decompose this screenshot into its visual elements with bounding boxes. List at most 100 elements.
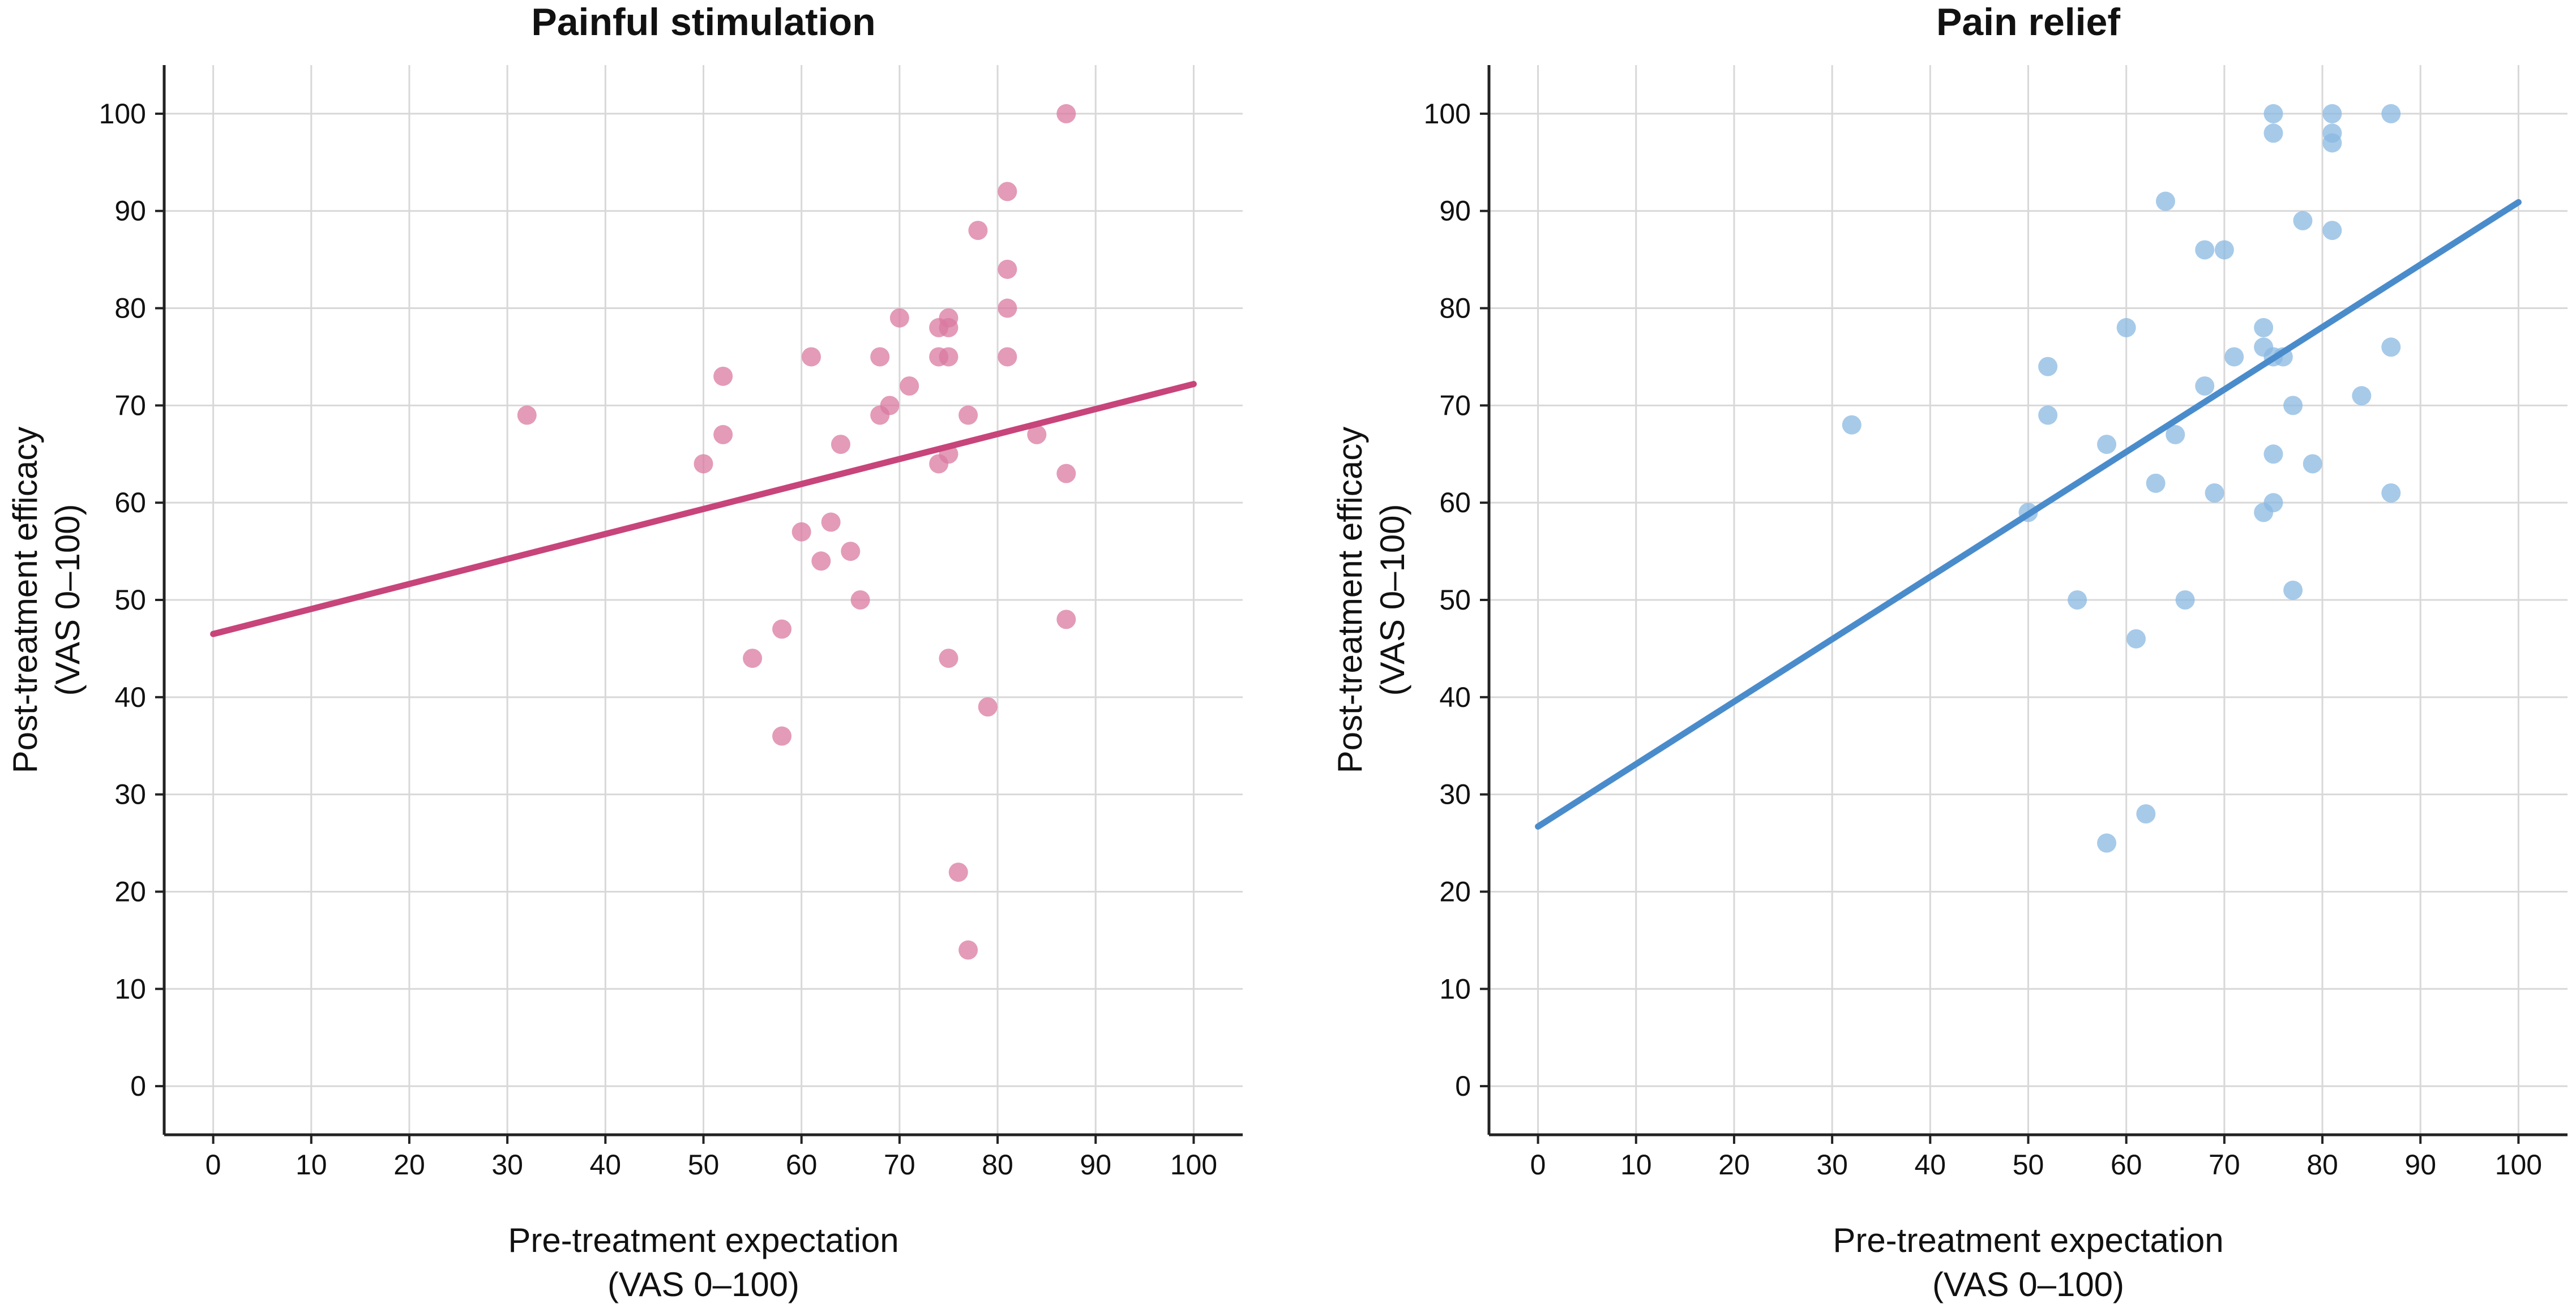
chart1-x-axis-label: Pre-treatment expectation xyxy=(508,1221,898,1259)
chart2-x-tick-label: 30 xyxy=(1816,1149,1848,1181)
chart2-data-point xyxy=(2254,318,2274,337)
chart1-y-tick-label: 0 xyxy=(130,1070,146,1102)
chart1-x-tick-label: 10 xyxy=(296,1149,327,1181)
chart2-y-tick-label: 90 xyxy=(1439,195,1471,227)
chart2-data-point xyxy=(2038,357,2058,376)
chart2-y-tick-label: 20 xyxy=(1439,876,1471,907)
chart1-data-point xyxy=(517,405,537,425)
chart1-data-point xyxy=(802,347,821,367)
chart2-regression-line xyxy=(1535,199,2522,830)
chart2-panel: 0 10 20 30 40 50 60 70 80 90 100 0 10 20 30 40 50 60 70 80 9… xyxy=(1331,1,2568,1303)
chart1-data-point xyxy=(841,542,861,561)
chart1-data-point xyxy=(968,221,988,241)
chart2-x-tick-label: 80 xyxy=(2307,1149,2338,1181)
chart1-x-tick-label: 60 xyxy=(786,1149,818,1181)
chart1-y-tick-label: 70 xyxy=(114,389,146,421)
chart1-data-point xyxy=(958,405,978,425)
chart2-x-tick-label: 20 xyxy=(1718,1149,1750,1181)
chart1-data-point xyxy=(939,347,958,367)
chart2-data-point xyxy=(2195,376,2215,396)
chart1-x-axis-label-units: (VAS 0–100) xyxy=(607,1266,799,1303)
chart2-x-axis-label: Pre-treatment expectation xyxy=(1833,1221,2223,1259)
chart2-data-point xyxy=(2303,454,2322,474)
chart1-data-point xyxy=(880,396,900,415)
chart2-data-point xyxy=(2166,424,2185,444)
chart1-x-tick-label: 40 xyxy=(590,1149,622,1181)
chart2-data-point xyxy=(2381,483,2401,503)
chart2-x-tick-label: 60 xyxy=(2111,1149,2142,1181)
chart1-data-point xyxy=(998,259,1017,279)
chart1-panel: 0 10 20 30 40 50 60 70 80 90 100 0 10 20 30 40 50 60 70 80 9… xyxy=(6,1,1243,1303)
chart2-data-point xyxy=(2205,483,2224,503)
chart1-regression-line xyxy=(210,381,1197,637)
chart2-data-point xyxy=(2146,473,2166,493)
chart2-data-point xyxy=(2126,629,2146,649)
chart1-data-point xyxy=(939,318,958,337)
chart1-y-tick-label: 60 xyxy=(114,487,146,518)
chart1-y-tick-label: 80 xyxy=(114,293,146,324)
chart2-data-point xyxy=(2381,104,2401,123)
chart1-y-tick-label: 20 xyxy=(114,876,146,907)
chart2-data-point xyxy=(2116,318,2136,337)
chart2-data-point xyxy=(2214,240,2234,260)
chart2-data-point xyxy=(2263,444,2283,464)
chart1-data-point xyxy=(811,551,831,571)
chart2-x-tick-label: 70 xyxy=(2209,1149,2240,1181)
chart1-data-point xyxy=(948,863,968,882)
chart1-data-point xyxy=(694,454,713,474)
chart1-data-point xyxy=(900,376,919,396)
chart2-data-point xyxy=(2038,405,2058,425)
chart1-data-point xyxy=(998,347,1017,367)
chart1-data-point xyxy=(821,512,841,532)
chart2-data-point xyxy=(2283,580,2303,600)
chart2-data-point xyxy=(2263,104,2283,123)
chart2-y-tick-label: 100 xyxy=(1424,98,1471,130)
chart2-data-point xyxy=(1842,415,1862,435)
chart1-title: Painful stimulation xyxy=(531,1,875,44)
chart2-data-point xyxy=(2175,590,2195,610)
chart2-data-point xyxy=(2352,386,2372,406)
chart1-data-point xyxy=(772,726,792,746)
chart1-data-point xyxy=(850,590,870,610)
chart2-y-axis-label-units: (VAS 0–100) xyxy=(1373,504,1411,696)
chart2-data-point xyxy=(2195,240,2215,260)
chart1-data-point xyxy=(939,649,958,668)
chart1-x-tick-label: 70 xyxy=(884,1149,915,1181)
chart1-data-point xyxy=(1056,464,1076,483)
chart1-data-point xyxy=(998,298,1017,318)
chart1-data-point xyxy=(791,522,811,542)
chart2-title: Pain relief xyxy=(1936,1,2120,44)
chart2-y-tick-label: 60 xyxy=(1439,487,1471,518)
chart2-data-point xyxy=(2381,337,2401,357)
chart1-y-tick-label: 50 xyxy=(114,584,146,616)
chart2-y-tick-label: 80 xyxy=(1439,293,1471,324)
chart1-data-point xyxy=(772,619,792,639)
chart2-data-point xyxy=(2283,396,2303,415)
chart2-data-point xyxy=(2097,435,2117,454)
chart1-data-point xyxy=(713,366,733,386)
chart1-x-tick-label: 80 xyxy=(982,1149,1013,1181)
chart2-y-axis-label: Post-treatment efficacy xyxy=(1331,427,1369,773)
chart1-data-point xyxy=(958,940,978,960)
chart1-data-point xyxy=(743,649,763,668)
chart2-data-point xyxy=(2155,191,2175,211)
chart1-x-tick-label: 20 xyxy=(393,1149,425,1181)
chart1-y-tick-label: 30 xyxy=(114,779,146,810)
chart1-data-point xyxy=(889,308,909,328)
chart1-data-point xyxy=(978,697,998,717)
chart1-x-tick-label: 50 xyxy=(688,1149,720,1181)
chart1-x-tick-label: 30 xyxy=(491,1149,523,1181)
chart2-y-tick-label: 0 xyxy=(1455,1070,1471,1102)
chart2-data-point xyxy=(2224,347,2244,367)
chart1-data-point xyxy=(870,347,890,367)
chart1-y-axis-label: Post-treatment efficacy xyxy=(6,427,44,773)
chart1-x-tick-label: 100 xyxy=(1170,1149,1217,1181)
chart1-x-tick-label: 90 xyxy=(1080,1149,1111,1181)
chart2-x-tick-label: 100 xyxy=(2495,1149,2542,1181)
chart2-x-tick-label: 40 xyxy=(1915,1149,1946,1181)
chart2-data-point xyxy=(2068,590,2087,610)
chart2-y-tick-label: 50 xyxy=(1439,584,1471,616)
chart2-y-tick-label: 40 xyxy=(1439,681,1471,713)
chart1-data-point xyxy=(1056,610,1076,629)
